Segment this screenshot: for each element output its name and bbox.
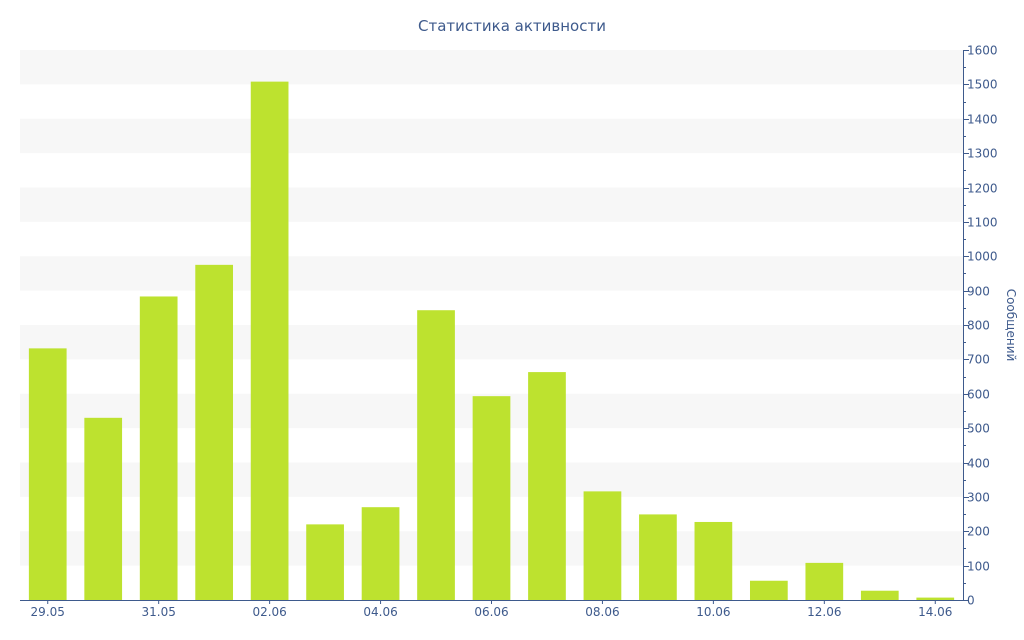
- y-tick-label: 1200: [967, 182, 998, 196]
- bars: [28, 81, 955, 600]
- y-tick-label: 100: [967, 560, 990, 574]
- y-tick-label: 1100: [967, 216, 998, 230]
- bar-10.06: [694, 521, 733, 600]
- bar-02.06: [250, 81, 289, 600]
- bar-11.06: [749, 580, 788, 600]
- x-tick-label: 14.06: [918, 605, 952, 619]
- bar-30.05: [84, 417, 123, 600]
- y-tick-label: 1000: [967, 250, 998, 264]
- x-tick-label: 29.05: [31, 605, 65, 619]
- y-tick-label: 700: [967, 353, 990, 367]
- y-tick-label: 800: [967, 319, 990, 333]
- y-tick-label: 300: [967, 491, 990, 505]
- y-tick-label: 500: [967, 422, 990, 436]
- y-axis: 0 100 200 300 400 500 600 700 800 900 1000 1100 1200…: [963, 44, 998, 608]
- y-tick-label: 200: [967, 525, 990, 539]
- y-tick-label: 900: [967, 285, 990, 299]
- chart-title: Статистика активности: [418, 17, 606, 35]
- bar-07.06: [528, 372, 566, 600]
- grid-band: [20, 50, 963, 85]
- grid-band: [20, 118, 963, 154]
- bar-06.06: [472, 396, 511, 600]
- x-tick-label: 02.06: [252, 605, 286, 619]
- bar-03.06: [306, 524, 344, 600]
- bar-13.06: [860, 590, 899, 600]
- bar-05.06: [417, 310, 455, 600]
- y-tick-label: 600: [967, 388, 990, 402]
- x-axis: 29.05 31.05 02.06 04.06 06.06 08.06 10.06 12.06…: [20, 600, 963, 619]
- y-tick-label: 1300: [967, 147, 998, 161]
- x-tick-label: 04.06: [363, 605, 397, 619]
- grid-band: [20, 187, 963, 222]
- y-axis-label: Сообщений: [1004, 289, 1018, 362]
- grid-band: [20, 256, 963, 291]
- y-tick-label: 1500: [967, 78, 998, 92]
- x-tick-label: 10.06: [696, 605, 730, 619]
- bar-08.06: [583, 491, 622, 600]
- bar-31.05: [139, 296, 178, 600]
- bar-09.06: [639, 514, 677, 600]
- bar-04.06: [361, 507, 400, 600]
- x-tick-label: 06.06: [474, 605, 508, 619]
- x-tick-label: 12.06: [807, 605, 841, 619]
- y-tick-label: 1400: [967, 113, 998, 127]
- x-tick-label: 31.05: [141, 605, 175, 619]
- bar-14.06: [916, 597, 955, 600]
- bar-01.06: [195, 264, 234, 600]
- bar-29.05: [28, 348, 67, 600]
- y-tick-label: 1600: [967, 44, 998, 58]
- y-tick-label: 0: [967, 594, 975, 608]
- bar-12.06: [805, 562, 844, 600]
- grid-bands: [20, 50, 963, 566]
- y-tick-label: 400: [967, 457, 990, 471]
- x-tick-label: 08.06: [585, 605, 619, 619]
